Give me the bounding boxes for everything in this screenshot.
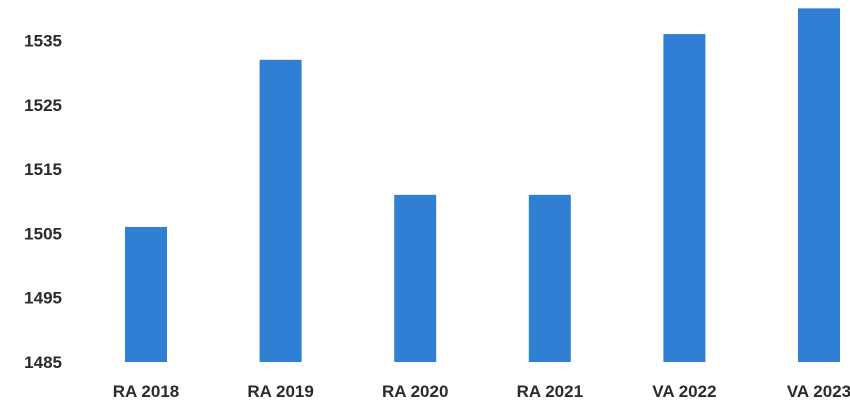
y-tick-label: 1495	[24, 289, 62, 308]
bars-group	[125, 8, 840, 362]
bar-ra-2020	[394, 194, 437, 362]
y-tick-label: 1485	[24, 353, 62, 372]
bar-va-2023	[798, 8, 840, 362]
x-tick-label: VA 2022	[652, 382, 716, 401]
y-tick-label: 1505	[24, 224, 62, 243]
x-tick-label: RA 2020	[382, 382, 448, 401]
bar-ra-2018	[125, 226, 167, 362]
x-tick-label: RA 2018	[113, 382, 179, 401]
y-tick-label: 1535	[24, 32, 62, 51]
y-axis: 1485 1495 1505 1515 1525 1535	[24, 32, 62, 373]
y-tick-label: 1525	[24, 96, 62, 115]
x-tick-label: VA 2023	[787, 382, 850, 401]
x-tick-label: RA 2021	[517, 382, 583, 401]
x-tick-label: RA 2019	[247, 382, 313, 401]
bar-ra-2019	[259, 59, 302, 362]
x-axis: RA 2018 RA 2019 RA 2020 RA 2021 VA 2022 VA 20…	[113, 382, 850, 401]
y-tick-label: 1515	[24, 160, 62, 179]
bar-ra-2021	[528, 194, 571, 362]
bar-va-2022	[663, 34, 706, 362]
